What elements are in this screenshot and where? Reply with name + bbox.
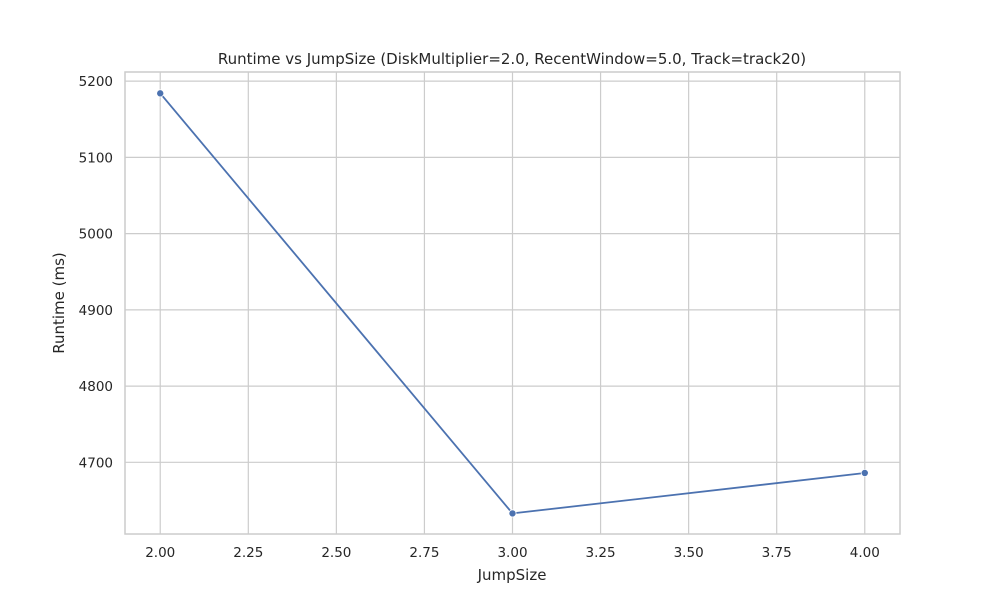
data-point — [508, 509, 517, 518]
x-tick-label: 3.50 — [674, 545, 704, 561]
x-tick-label: 3.00 — [497, 545, 527, 561]
x-tick-label: 2.75 — [409, 545, 439, 561]
x-tick-label: 2.50 — [321, 545, 351, 561]
y-tick-label: 5200 — [79, 74, 113, 90]
x-tick-label: 2.25 — [233, 545, 263, 561]
x-tick-label: 2.00 — [145, 545, 175, 561]
y-tick-label: 4700 — [79, 455, 113, 471]
x-tick-label: 3.25 — [586, 545, 616, 561]
y-tick-labels: 4700 4800 4900 5000 5100 5200 — [79, 74, 113, 471]
y-tick-label: 5000 — [79, 227, 113, 243]
x-tick-labels: 2.00 2.25 2.50 2.75 3.00 3.25 3.50 3.75 4.00 — [145, 545, 880, 561]
data-point — [860, 469, 869, 478]
y-tick-label: 4900 — [79, 303, 113, 319]
plot-frame — [124, 71, 901, 535]
y-tick-label: 4800 — [79, 379, 113, 395]
data-point — [156, 89, 165, 98]
y-axis-label: Runtime (ms) — [50, 252, 68, 354]
x-tick-label: 4.00 — [850, 545, 880, 561]
y-tick-label: 5100 — [79, 150, 113, 166]
series-layer — [156, 89, 869, 518]
grid-lines — [125, 72, 900, 534]
x-axis-label: JumpSize — [477, 566, 547, 584]
chart-title: Runtime vs JumpSize (DiskMultiplier=2.0,… — [218, 50, 806, 68]
x-tick-label: 3.75 — [762, 545, 792, 561]
